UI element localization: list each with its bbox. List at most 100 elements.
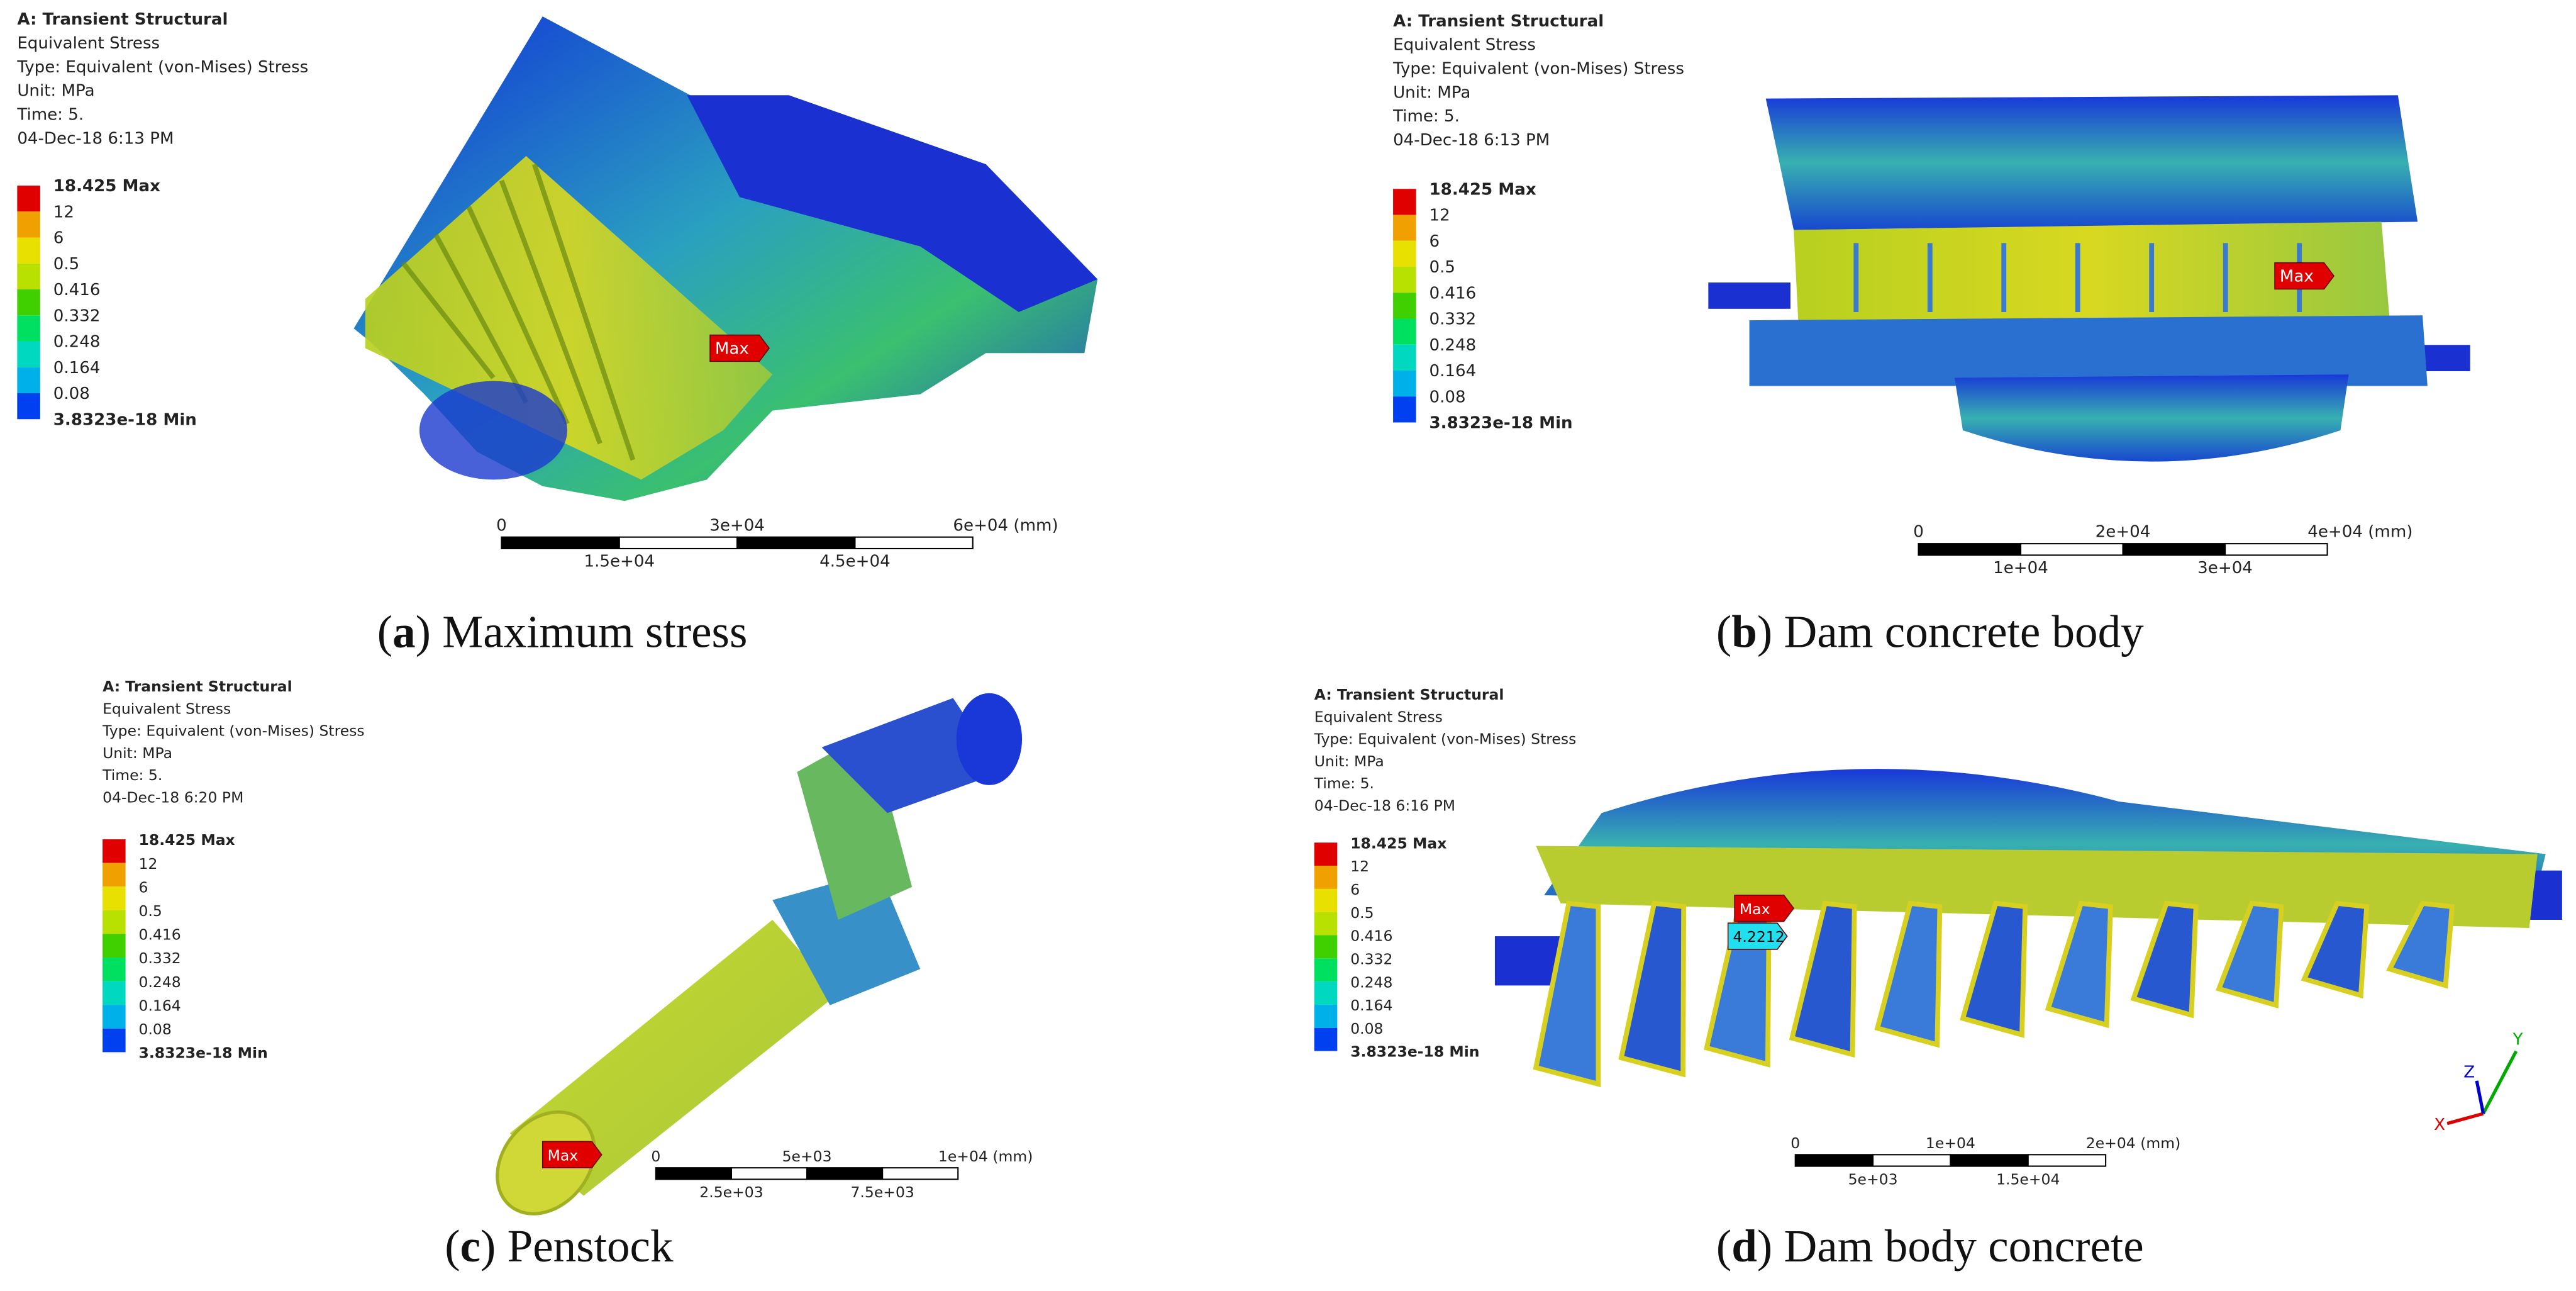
legend-swatch [1314, 935, 1338, 959]
triad-label: Y [2512, 1030, 2523, 1049]
header-line: Unit: MPa [1314, 752, 1384, 770]
fin [1874, 900, 1943, 1048]
fin [2130, 900, 2199, 1019]
legend-swatch [17, 341, 40, 367]
scale-label: 0 [651, 1148, 660, 1165]
legend-label: 0.5 [53, 255, 80, 274]
probe-label: Max [715, 340, 749, 359]
probe-label: Max [548, 1146, 579, 1164]
legend-swatch [1393, 396, 1416, 423]
legend-label: 6 [1350, 881, 1360, 898]
header-line: Type: Equivalent (von-Mises) Stress [102, 722, 365, 740]
legend-swatch [103, 958, 126, 981]
header-line: Unit: MPa [103, 744, 172, 762]
model-b [1708, 95, 2470, 462]
legend-swatch [17, 367, 40, 393]
legend-swatch [17, 237, 40, 264]
scale-label: 1e+04 (mm) [938, 1148, 1033, 1165]
scale-segment [882, 1167, 959, 1180]
header-line: Equivalent Stress [17, 34, 160, 53]
header-line: A: Transient Structural [17, 10, 228, 29]
scale-segment [655, 1167, 733, 1180]
legend-label: 0.248 [139, 973, 181, 991]
triad-label: Z [2463, 1063, 2475, 1082]
header-line: A: Transient Structural [1314, 686, 1504, 703]
caption: (a) Maximum stress [377, 606, 748, 657]
caption: (d) Dam body concrete [1716, 1221, 2144, 1271]
legend-label: 12 [53, 203, 74, 221]
probe-label: Max [2280, 267, 2314, 286]
legend-label: 12 [139, 855, 158, 873]
fin [2301, 900, 2370, 999]
legend-label: 0.164 [139, 997, 181, 1014]
caption-part: ( [445, 1221, 460, 1271]
scale-segment [2122, 543, 2226, 556]
legend-label: 0.332 [139, 949, 181, 967]
header-line: Type: Equivalent (von-Mises) Stress [1392, 59, 1684, 78]
scale-label: 4.5e+04 [819, 552, 891, 571]
scale-segment [1872, 1154, 1951, 1167]
legend-label: 0.164 [1430, 362, 1477, 381]
scale-segment [730, 1167, 808, 1180]
fin [2216, 900, 2284, 1009]
scale-segment [736, 536, 856, 550]
legend-swatch [17, 393, 40, 420]
legend-swatch [1393, 344, 1416, 371]
scale-label: 6e+04 (mm) [953, 516, 1058, 535]
legend-label: 0.416 [53, 281, 101, 299]
fins [1533, 900, 2455, 1088]
legend-label: 0.332 [1350, 950, 1392, 968]
header-line: 04-Dec-18 6:13 PM [1393, 131, 1550, 150]
header-line: 04-Dec-18 6:20 PM [103, 788, 243, 806]
legend-swatch [17, 211, 40, 238]
scale-label: 1e+04 [1993, 559, 2048, 578]
legend-swatch [103, 1005, 126, 1029]
legend-label: 0.332 [1430, 310, 1477, 329]
triad-label: X [2434, 1115, 2445, 1134]
header-line: Time: 5. [102, 766, 162, 784]
legend-swatch [1314, 958, 1338, 982]
model-a [353, 16, 1098, 501]
header-line: Equivalent Stress [103, 700, 231, 717]
legend-swatch [1393, 293, 1416, 319]
legend-label: 0.5 [1430, 258, 1455, 277]
legend-label: 3.8323e-18 Min [1430, 414, 1573, 433]
legend-label: 0.08 [1350, 1020, 1383, 1037]
legend-swatch [17, 289, 40, 316]
scale-label: 4e+04 (mm) [2307, 523, 2412, 542]
caption: (c) Penstock [445, 1221, 674, 1271]
legend-swatch [1314, 912, 1338, 936]
legend-swatch [103, 934, 126, 958]
legend-label: 0.416 [1350, 927, 1392, 945]
caption-part: ( [377, 606, 392, 657]
scale-segment [1794, 1154, 1874, 1167]
legend-label: 18.425 Max [1430, 180, 1536, 199]
legend-label: 0.164 [1350, 997, 1392, 1014]
scale-label: 3e+04 [709, 516, 765, 535]
scale-segment [2224, 543, 2328, 556]
scale-label: 0 [496, 516, 507, 535]
probe-label: Max [1740, 900, 1770, 918]
legend-swatch [17, 186, 40, 212]
scale-label: 2.5e+03 [699, 1183, 763, 1201]
scale-segment [618, 536, 738, 550]
fin [1960, 900, 2028, 1038]
caption-part: ( [1716, 1221, 1731, 1271]
fin [2045, 900, 2113, 1029]
fin [2386, 900, 2455, 989]
probe-tag [541, 1141, 602, 1168]
legend-label: 0.08 [1430, 388, 1466, 406]
header-line: A: Transient Structural [103, 678, 292, 695]
legend-label: 0.248 [1430, 336, 1477, 355]
scale-segment [2019, 543, 2124, 556]
legend-label: 3.8323e-18 Min [1350, 1043, 1479, 1061]
legend-label: 0.08 [139, 1020, 172, 1038]
legend-label: 0.248 [1350, 973, 1392, 991]
legend-label: 18.425 Max [53, 177, 160, 196]
legend-label: 6 [139, 878, 148, 896]
header-line: Time: 5. [1392, 107, 1460, 126]
scale-label: 7.5e+03 [850, 1183, 914, 1201]
caption-part: c [460, 1221, 480, 1271]
legend-swatch [1393, 370, 1416, 397]
